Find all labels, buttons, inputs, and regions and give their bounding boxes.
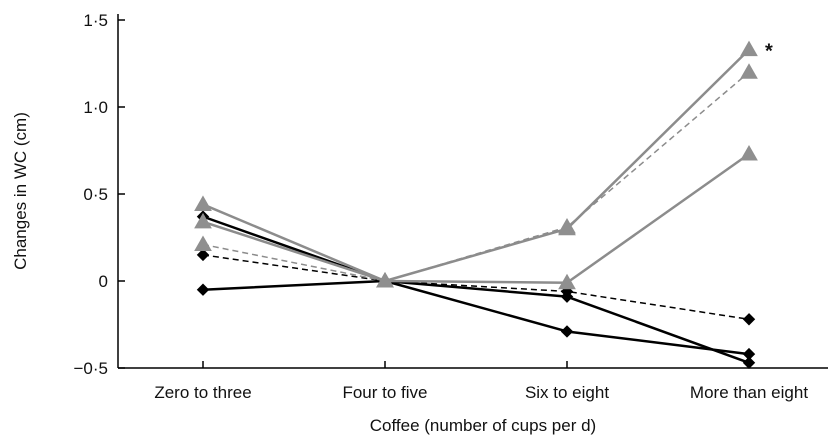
triangle-marker [558,273,576,290]
x-tick-label: Zero to three [154,383,251,402]
triangle-marker [194,195,212,211]
diamond-marker [742,313,756,326]
series-line [202,48,750,283]
triangle-marker [194,235,212,251]
y-tick-label: −0·5 [74,359,109,378]
series-line [202,254,750,321]
series-2 [194,144,758,290]
triangle-marker [740,40,758,57]
x-tick-label: Four to five [342,383,427,402]
series-line [202,152,750,284]
triangle-marker [740,63,758,79]
diamond-marker [560,325,574,338]
diamond-marker [742,356,756,369]
triangle-marker [558,218,576,234]
triangle-marker [376,271,394,288]
x-tick-label: Six to eight [525,383,609,402]
y-tick-label: 1·5 [83,11,108,30]
x-axis-title: Coffee (number of cups per d) [370,416,596,435]
diamond-marker [196,248,210,262]
x-tick-label: More than eight [690,383,808,402]
triangle-marker [740,144,758,161]
y-tick-label: 1·0 [83,98,108,117]
significance-asterisk: * [765,41,773,63]
y-axis-title: Changes in WC (cm) [11,112,30,270]
series-3 [194,63,758,288]
series-line [202,279,750,356]
series-line [202,71,750,282]
labels-layer: 1·5 1·0 0·5 0 −0·5 Zero to three Four to five S… [74,11,809,402]
diamond-marker [742,347,756,361]
y-tick-label: 0·5 [83,185,108,204]
series-line [202,215,750,364]
diamond-marker [196,283,210,296]
y-tick-label: 0 [99,272,108,291]
triangle-marker [194,212,212,229]
series-1 [194,40,758,288]
series-layer [194,40,758,369]
